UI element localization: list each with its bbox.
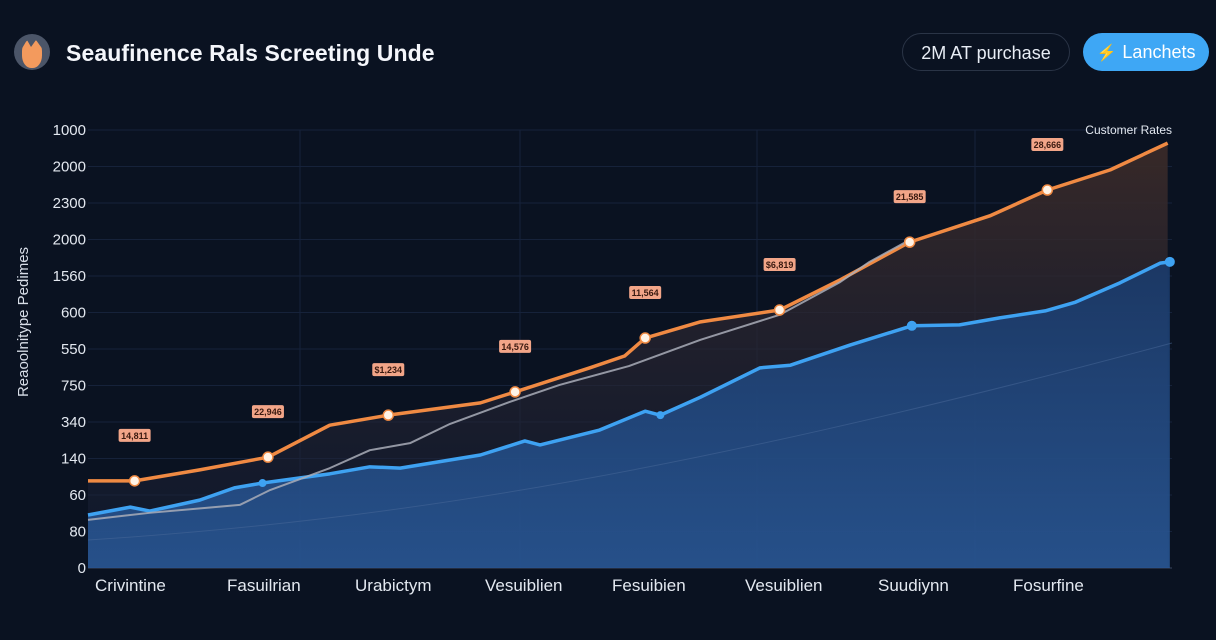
trend-line xyxy=(87,342,1173,541)
data-point xyxy=(903,236,916,248)
header: Seaufinence Rals Screeting Unde 2M AT pu… xyxy=(0,0,1216,100)
data-point xyxy=(656,411,665,420)
data-point xyxy=(509,386,521,398)
data-label: $1,234 xyxy=(375,365,403,375)
launch-button[interactable]: ⚡ Lanchets xyxy=(1083,33,1209,71)
y-tick-label: 80 xyxy=(69,524,86,541)
y-tick-label: 2000 xyxy=(53,159,86,176)
y-tick-label: 550 xyxy=(61,341,86,358)
data-label: 14,811 xyxy=(121,431,148,441)
data-label: 22,946 xyxy=(254,407,282,417)
data-label-box xyxy=(1031,138,1064,152)
data-point xyxy=(1164,256,1175,267)
data-label: 28,666 xyxy=(1034,140,1062,150)
y-tick-label: 60 xyxy=(69,487,86,504)
y-tick-label: 2300 xyxy=(53,195,86,212)
data-label-box xyxy=(499,339,532,353)
lightning-bolt-icon: ⚡ xyxy=(1096,45,1117,62)
y-tick-label: 2000 xyxy=(53,232,86,249)
x-tick-label: Fasuilrian xyxy=(227,576,301,595)
purchase-button[interactable]: 2M AT purchase xyxy=(902,33,1070,71)
y-tick-label: 140 xyxy=(61,451,86,468)
data-point xyxy=(1041,184,1054,196)
y-tick-label: 1560 xyxy=(53,268,86,285)
fox-avatar-icon xyxy=(14,34,50,70)
data-point xyxy=(906,320,917,331)
data-label-box xyxy=(893,190,926,204)
data-label: 11,564 xyxy=(632,288,659,298)
legend-label: Customer Rates xyxy=(1085,123,1172,137)
y-tick-label: 750 xyxy=(61,378,86,395)
data-label-box xyxy=(763,258,796,272)
data-label: 14,576 xyxy=(501,342,529,352)
data-label: 21,585 xyxy=(896,192,924,202)
data-point xyxy=(128,475,141,487)
data-label-box xyxy=(251,405,284,419)
x-tick-label: Vesuiblien xyxy=(485,576,563,595)
data-point xyxy=(382,409,395,421)
y-tick-label: 0 xyxy=(78,560,86,577)
x-tick-label: Crivintine xyxy=(95,576,166,595)
data-point xyxy=(258,479,267,488)
page-title: Seaufinence Rals Screeting Unde xyxy=(66,40,435,66)
x-tick-label: Fesuibien xyxy=(612,576,686,595)
y-axis-label: Reaoolnitype Pedimes xyxy=(15,247,32,397)
series-line xyxy=(87,239,911,521)
series-area xyxy=(88,261,1170,568)
x-tick-label: Suudiynn xyxy=(878,576,949,595)
data-point xyxy=(639,332,651,344)
x-tick-label: Urabictym xyxy=(355,576,432,595)
y-tick-label: 600 xyxy=(61,305,86,322)
data-point xyxy=(262,451,274,463)
x-tick-label: Vesuiblien xyxy=(745,576,823,595)
y-tick-label: 340 xyxy=(61,414,86,431)
series-line xyxy=(87,260,1171,517)
x-tick-label: Fosurfine xyxy=(1013,576,1084,595)
y-tick-label: 1000 xyxy=(53,122,86,139)
data-label-box xyxy=(118,428,151,442)
data-label: $6,819 xyxy=(766,260,794,270)
data-label-box xyxy=(629,286,662,300)
data-point xyxy=(773,304,786,316)
data-label-box xyxy=(372,363,405,377)
launch-button-label: Lanchets xyxy=(1122,42,1196,62)
